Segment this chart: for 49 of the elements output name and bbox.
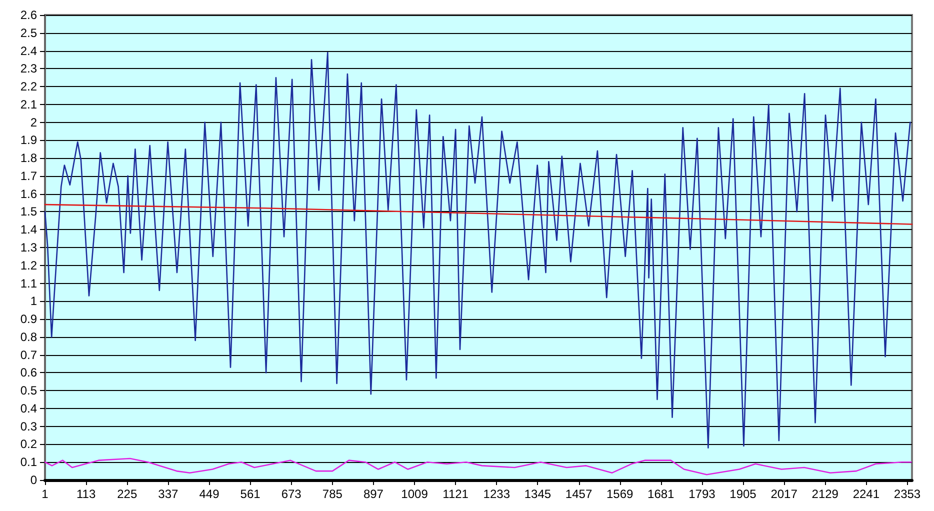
x-tick-label: 1681 (648, 487, 675, 501)
x-tick-label: 1345 (524, 487, 552, 501)
x-tick-label: 1905 (730, 487, 757, 501)
y-tick-label: 0.7 (20, 348, 38, 362)
x-tick-label: 225 (117, 487, 138, 501)
x-tick-label: 2353 (894, 487, 921, 501)
x-tick-label: 337 (158, 487, 179, 501)
x-tick-label: 1121 (442, 487, 469, 501)
x-tick-label: 785 (322, 487, 343, 501)
y-tick-label: 2.2 (20, 80, 38, 94)
y-tick-label: 0.4 (20, 401, 38, 416)
x-tick-label: 897 (363, 487, 384, 501)
y-tick-label: 1 (30, 294, 38, 308)
x-tick-label: 1009 (401, 487, 428, 501)
y-tick-label: 2 (30, 115, 38, 130)
y-tick-label: 0.1 (20, 455, 38, 470)
y-tick-label: 0 (30, 473, 38, 487)
y-tick-label: 2.4 (20, 44, 38, 58)
x-tick-label: 1793 (688, 487, 716, 501)
x-tick-label: 561 (240, 487, 261, 501)
y-tick-label: 0.8 (20, 330, 38, 344)
x-tick-label: 2017 (770, 487, 798, 501)
y-tick-label: 1.5 (20, 204, 38, 219)
y-tick-label: 0.2 (20, 437, 38, 452)
y-tick-label: 0.9 (20, 312, 38, 326)
y-tick-label: 1.6 (20, 186, 38, 201)
x-tick-label: 1569 (606, 487, 634, 501)
y-tick-label: 2.6 (20, 8, 38, 22)
x-tick-label: 449 (199, 487, 220, 501)
y-tick-label: 2.1 (20, 97, 38, 112)
y-tick-label: 1.2 (20, 258, 38, 272)
x-tick-label: 1 (42, 487, 49, 501)
y-tick-label: 1.7 (20, 168, 38, 183)
y-tick-label: 2.5 (20, 26, 38, 40)
y-tick-label: 1.9 (20, 133, 38, 148)
y-tick-label: 1.1 (20, 276, 38, 290)
y-tick-label: 1.8 (20, 151, 38, 166)
y-tick-label: 0.5 (20, 384, 38, 398)
x-tick-label: 2241 (852, 487, 880, 501)
y-tick-label: 0.3 (20, 419, 38, 434)
y-tick-label: 0.6 (20, 366, 38, 380)
x-tick-label: 2129 (812, 487, 839, 501)
x-tick-label: 113 (76, 487, 96, 501)
y-tick-label: 1.4 (20, 222, 38, 237)
x-tick-label: 1457 (565, 487, 592, 501)
x-tick-label: 1233 (483, 487, 510, 501)
y-tick-label: 2.3 (20, 62, 38, 76)
y-tick-label: 1.3 (20, 240, 38, 254)
x-tick-label: 673 (281, 487, 302, 501)
